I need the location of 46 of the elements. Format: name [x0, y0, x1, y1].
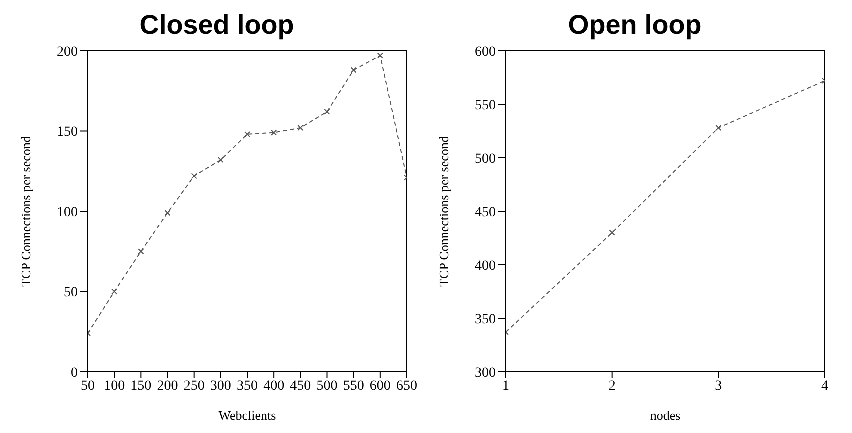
point: [244, 131, 250, 138]
x-tick-label: 600: [370, 378, 391, 394]
point: [377, 52, 384, 59]
y-tick-label: 400: [475, 258, 496, 274]
y-tick-label: 550: [475, 98, 496, 114]
x-tick-label: 3: [715, 378, 722, 394]
x-tick-label: 2: [608, 378, 616, 394]
y-axis-title: TCP Connections per second: [18, 136, 34, 287]
chart-title: Open loop: [567, 9, 703, 42]
x-tick-label: 1: [502, 378, 510, 394]
y-tick-label: 0: [71, 366, 78, 381]
x-tick-label: 4: [822, 378, 828, 394]
x-tick-label: 450: [290, 378, 312, 394]
y-tick-label: 300: [475, 366, 496, 381]
point: [298, 125, 304, 132]
x-tick-label: 250: [184, 378, 205, 394]
y-tick-label: 350: [475, 312, 496, 328]
y-tick-label: 100: [57, 205, 78, 220]
point: [218, 157, 224, 164]
y-tick-label: 200: [57, 44, 78, 60]
chart-title: Closed loop: [138, 9, 296, 42]
y-tick-label: 500: [475, 152, 496, 167]
x-tick-label: 50: [81, 378, 95, 394]
y-tick-label: 600: [475, 44, 496, 60]
x-tick-label: 150: [130, 378, 152, 394]
y-tick-label: 450: [475, 205, 496, 220]
point: [350, 67, 357, 74]
y-tick-label: 50: [64, 286, 78, 301]
x-tick-label: 300: [210, 378, 232, 394]
x-axis-title: Webclients: [218, 408, 276, 423]
point: [138, 248, 144, 255]
point: [164, 210, 171, 216]
point: [271, 130, 278, 136]
x-tick-label: 100: [104, 378, 126, 394]
x-tick-label: 550: [343, 378, 364, 394]
x-tick-label: 350: [237, 378, 258, 394]
y-tick-label: 150: [57, 125, 78, 140]
x-axis-title: nodes: [650, 408, 681, 423]
point: [112, 288, 118, 295]
x-tick-label: 200: [157, 378, 178, 394]
point: [191, 173, 198, 180]
x-tick-label: 400: [264, 378, 285, 394]
x-tick-label: 650: [396, 378, 418, 394]
point: [324, 108, 330, 115]
x-tick-label: 500: [316, 378, 338, 394]
y-axis-title: TCP Connections per second: [436, 136, 452, 287]
